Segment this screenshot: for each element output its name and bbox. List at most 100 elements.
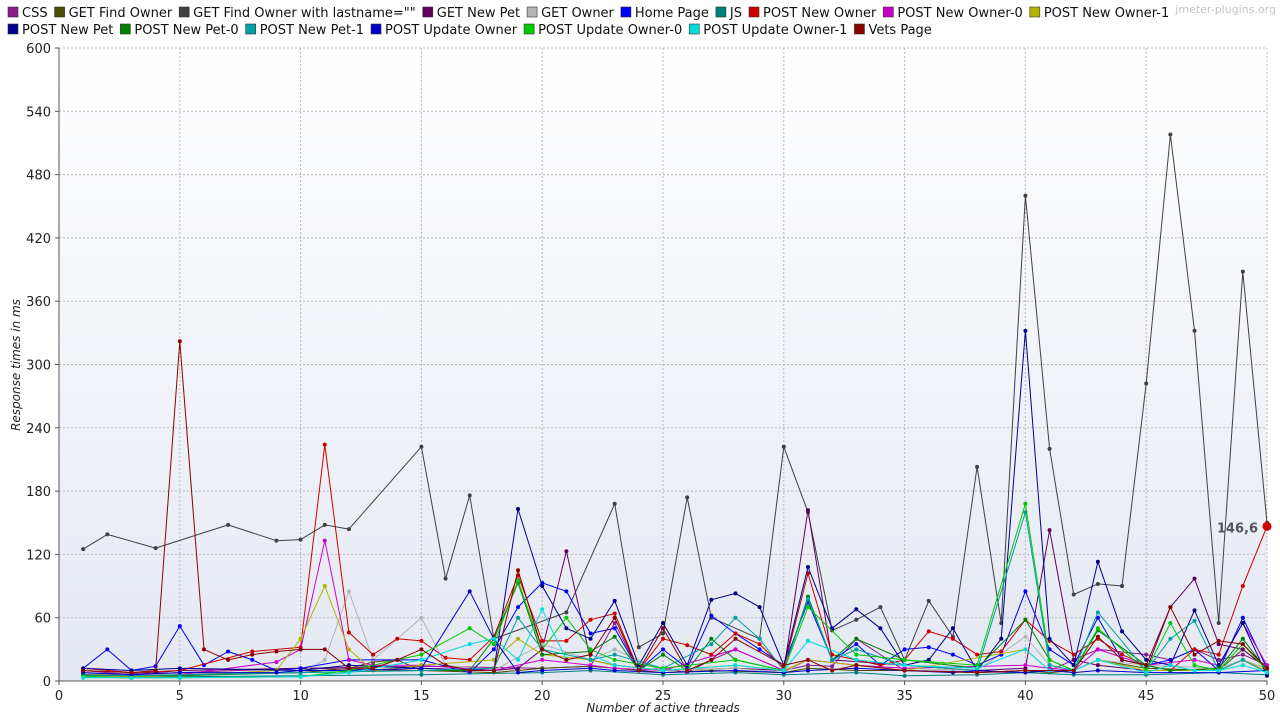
legend-label: POST New Owner	[763, 6, 877, 21]
data-point	[1265, 670, 1269, 675]
legend: CSS GET Find Owner GET Find Owner with las…	[7, 6, 1169, 38]
data-point	[1023, 589, 1028, 594]
data-point	[346, 589, 351, 594]
data-point	[1144, 663, 1149, 668]
data-point	[516, 615, 521, 620]
data-point	[950, 652, 955, 657]
legend-item: JS	[715, 6, 742, 21]
data-point	[516, 666, 521, 671]
data-point	[564, 657, 569, 662]
data-point	[346, 663, 351, 668]
data-point	[1071, 592, 1076, 597]
data-point	[540, 657, 545, 662]
data-point	[564, 615, 569, 620]
x-tick-label: 50	[1259, 689, 1276, 704]
data-point	[781, 663, 786, 668]
y-tick-label: 600	[26, 42, 51, 57]
data-point	[1120, 652, 1125, 657]
data-point	[1023, 634, 1028, 639]
data-point	[757, 642, 762, 647]
data-point	[1240, 615, 1245, 620]
data-point	[1168, 620, 1173, 625]
data-point	[81, 547, 86, 552]
data-point	[1023, 668, 1028, 673]
data-point	[1095, 581, 1100, 586]
data-point	[612, 647, 617, 652]
legend-item: POST New Pet	[7, 23, 113, 38]
data-point	[685, 495, 690, 500]
data-point	[733, 668, 738, 673]
data-point	[1071, 663, 1076, 668]
data-point	[540, 647, 545, 652]
legend-label: Home Page	[635, 6, 709, 21]
data-point	[516, 657, 521, 662]
data-point	[177, 624, 182, 629]
data-point	[516, 670, 521, 675]
data-point	[1095, 634, 1100, 639]
data-point	[298, 636, 303, 641]
data-point	[1168, 657, 1173, 662]
legend-swatch	[7, 6, 19, 18]
data-point	[1095, 663, 1100, 668]
data-point	[105, 647, 110, 652]
data-point	[1216, 663, 1221, 668]
data-point	[1168, 132, 1173, 137]
data-point	[854, 670, 859, 675]
legend-swatch	[370, 23, 382, 35]
data-point	[975, 663, 980, 668]
data-point	[419, 444, 424, 449]
watermark: jmeter-plugins.org	[1174, 3, 1276, 16]
data-point	[805, 565, 810, 570]
data-point	[129, 670, 134, 675]
data-point	[516, 636, 521, 641]
data-point	[298, 647, 303, 652]
data-point	[1144, 670, 1149, 675]
legend-item: POST New Owner	[748, 6, 877, 21]
data-point	[1192, 576, 1197, 581]
data-point	[1095, 559, 1100, 564]
legend-label: GET Find Owner with lastname=""	[193, 6, 416, 21]
x-tick-label: 25	[655, 689, 672, 704]
data-point	[1216, 668, 1221, 673]
data-point	[1216, 652, 1221, 657]
data-point	[1095, 657, 1100, 662]
data-point	[516, 578, 521, 583]
data-point	[371, 666, 376, 671]
data-point	[661, 631, 665, 636]
legend-item: GET Find Owner	[54, 6, 173, 21]
data-point	[878, 626, 883, 631]
legend-label: POST New Pet	[22, 23, 113, 38]
legend-label: GET New Pet	[437, 6, 520, 21]
data-point	[516, 605, 521, 610]
data-point	[1192, 652, 1197, 657]
data-point	[346, 670, 351, 675]
data-point	[1240, 269, 1245, 274]
data-point	[854, 636, 859, 641]
data-point	[685, 668, 690, 673]
data-point	[709, 642, 714, 647]
data-point	[491, 642, 496, 647]
data-point	[298, 668, 303, 673]
data-point	[346, 630, 351, 635]
grid-lines	[59, 47, 1268, 681]
data-point	[1120, 657, 1125, 662]
data-point	[1192, 668, 1197, 673]
data-point	[298, 537, 303, 542]
data-point	[564, 638, 569, 643]
data-point	[346, 527, 351, 532]
data-point	[854, 617, 859, 622]
legend-swatch	[422, 6, 434, 18]
legend-swatch	[715, 6, 727, 18]
data-point	[395, 657, 400, 662]
data-point	[1095, 610, 1100, 615]
x-tick-label: 20	[534, 689, 551, 704]
data-point	[1240, 636, 1245, 641]
data-point	[443, 663, 448, 668]
legend-swatch	[526, 6, 538, 18]
legend-swatch	[620, 6, 632, 18]
legend-swatch	[178, 6, 190, 18]
data-point	[757, 647, 762, 652]
legend-label: GET Owner	[541, 6, 614, 21]
data-point	[612, 615, 617, 620]
